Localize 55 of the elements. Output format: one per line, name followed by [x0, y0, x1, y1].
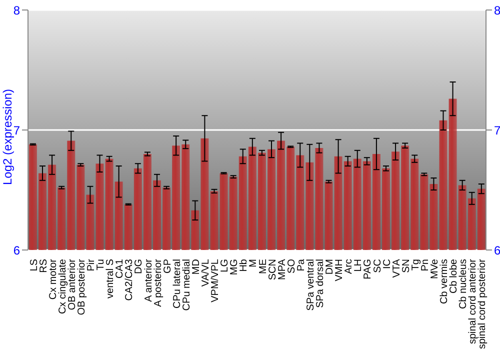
y-axis-title: Log2 (expression)	[0, 88, 14, 185]
x-tick-label: Cx motor	[48, 258, 59, 300]
x-tick-label: Cb lobe	[448, 258, 460, 294]
x-tick-label: spinal cord anterior	[468, 258, 479, 344]
x-tick-label: Hb	[238, 258, 250, 272]
x-tick-label: CA2/CA3	[124, 258, 136, 301]
x-tick-label: MPA	[276, 258, 288, 280]
x-tick-label: SN	[400, 259, 412, 273]
y-tick-label: 8	[13, 3, 20, 18]
x-tick-label: LS	[28, 258, 40, 272]
y2-tick-label: 7	[494, 123, 500, 138]
x-tick-label: MVe	[430, 258, 441, 280]
x-tick-label: CA1	[114, 258, 126, 278]
x-tick-label: CPu medial	[181, 259, 192, 311]
x-tick-label: VMH	[334, 259, 346, 282]
y2-tick-label: 8	[494, 3, 500, 18]
x-tick-label: OB anterior	[66, 258, 78, 310]
x-tick-label: LG	[220, 258, 231, 272]
x-tick-label: DG	[134, 258, 145, 274]
x-tick-label: MD	[190, 259, 202, 275]
x-tick-label: LH	[353, 259, 364, 272]
x-tick-label: RS	[38, 258, 50, 273]
x-tick-label: A posterior	[152, 258, 164, 307]
x-tick-label: Tu	[96, 259, 107, 270]
x-tick-label: IC	[382, 259, 393, 269]
x-tick-label: ventral S	[105, 258, 116, 298]
x-tick-label: Pn	[420, 259, 431, 272]
x-tick-label: MG	[229, 258, 240, 276]
x-tick-label: DM	[324, 259, 336, 275]
x-tick-label: A anterior	[143, 258, 154, 302]
x-tick-label: SCN	[267, 259, 278, 280]
x-tick-label: PAG	[362, 258, 374, 280]
x-tick-label: SPa dorsal	[315, 259, 326, 308]
x-tick-label: CPu lateral	[172, 259, 183, 308]
x-tick-label: GP	[162, 258, 174, 274]
x-tick-label: spinal cord posterior	[477, 258, 488, 350]
x-tick-label: VA/VL	[200, 258, 212, 287]
x-tick-label: Tg	[410, 259, 422, 271]
x-tick-label: SC	[372, 259, 384, 273]
x-tick-label: SPa ventral	[305, 259, 316, 311]
x-tick-label: Pir	[86, 258, 98, 272]
y-tick-label: 6	[13, 243, 20, 258]
x-tick-label: OB posterior	[76, 258, 88, 316]
x-tick-label: Pa	[296, 258, 307, 272]
x-tick-label: ME	[258, 258, 269, 274]
x-tick-label: SO	[286, 258, 298, 274]
x-tick-label: VTA	[391, 258, 402, 278]
x-tick-label: Arc	[344, 259, 355, 274]
x-tick-label: M	[248, 259, 260, 268]
x-tick-label: Cb vermis	[439, 259, 450, 304]
x-tick-label: Cx cingulate	[57, 258, 68, 314]
x-tick-label: VPM/VPL	[210, 258, 222, 302]
y-tick-label: 7	[13, 123, 20, 138]
y2-tick-label: 6	[494, 243, 500, 258]
x-tick-label: Cb nucleus	[458, 259, 470, 310]
